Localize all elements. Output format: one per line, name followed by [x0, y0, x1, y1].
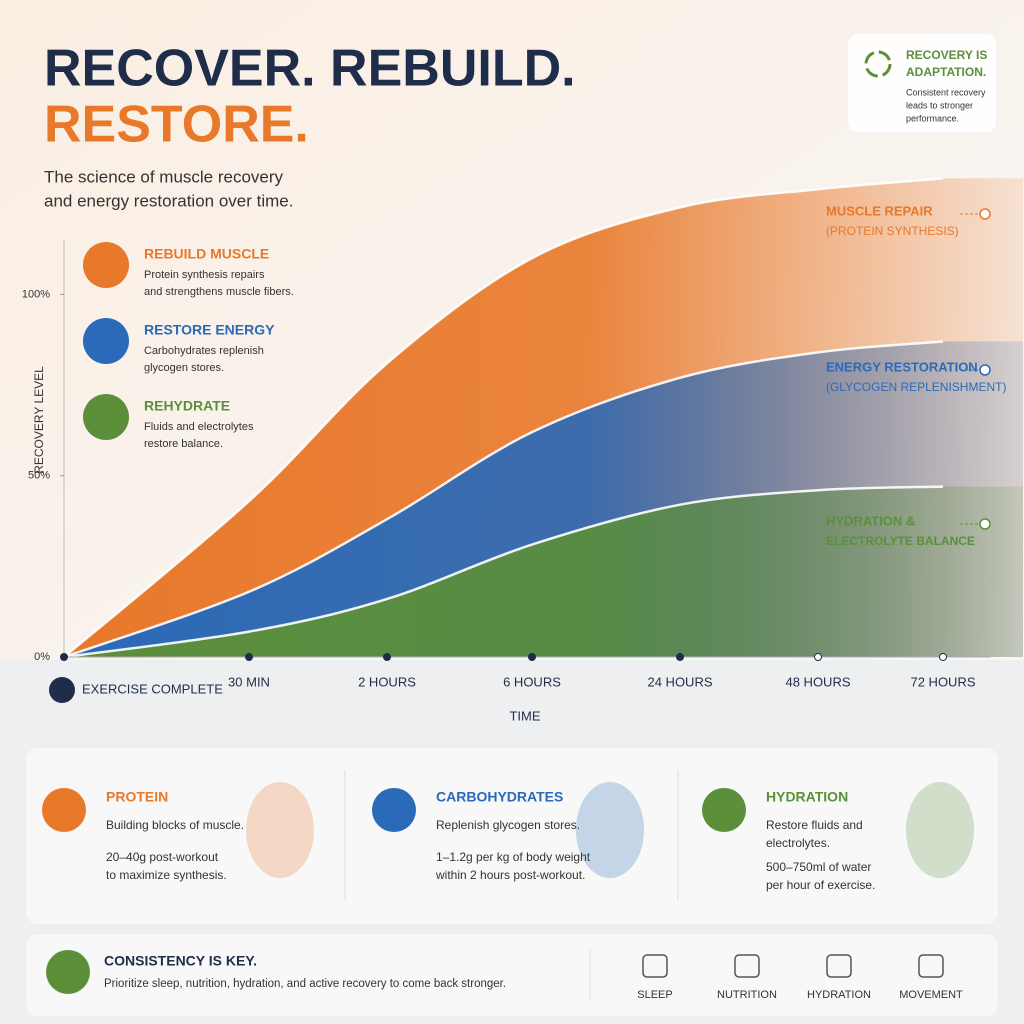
nutrient-detail: 500–750ml of water [766, 860, 871, 874]
habit-icon [642, 954, 668, 978]
x-tick-label: EXERCISE COMPLETE [82, 681, 223, 696]
nutrient-title: PROTEIN [106, 789, 168, 805]
title: RECOVER. REBUILD. [44, 40, 576, 98]
x-tick-label: 24 HOURS [647, 674, 712, 689]
legend-label: HYDRATION & [826, 513, 915, 528]
habit-label: HYDRATION [807, 989, 871, 1001]
footer-text: Prioritize sleep, nutrition, hydration, … [104, 978, 506, 990]
habit-icon [918, 954, 944, 978]
x-tick [60, 653, 68, 661]
subtitle: and energy restoration over time. [44, 191, 293, 210]
legend-label: (GLYCOGEN REPLENISHMENT) [826, 380, 1006, 394]
x-tick-label: 48 HOURS [785, 674, 850, 689]
benefit-icon [83, 394, 129, 440]
legend-marker [979, 208, 991, 220]
footer-icon [46, 950, 90, 994]
nutrient-text: electrolytes. [766, 836, 830, 850]
benefit-title: RESTORE ENERGY [144, 322, 275, 338]
legend-marker [979, 364, 991, 376]
nutrient-text: Building blocks of muscle. [106, 818, 244, 832]
callout-text: leads to stronger [906, 100, 973, 110]
callout-text: performance. [906, 113, 959, 123]
x-tick [383, 653, 391, 661]
x-tick-label: 6 HOURS [503, 674, 561, 689]
area-edge [63, 485, 944, 659]
callout-title: ADAPTATION. [906, 65, 986, 79]
y-axis-label: RECOVERY LEVEL [32, 366, 46, 474]
benefit-text: and strengthens muscle fibers. [144, 286, 294, 298]
legend-label: ENERGY RESTORATION [826, 359, 978, 374]
nutrient-panel [26, 748, 998, 924]
callout-card [848, 34, 996, 132]
nutrient-text: Replenish glycogen stores. [436, 818, 580, 832]
legend-label: MUSCLE REPAIR [826, 203, 933, 218]
callout-icon [864, 50, 892, 78]
benefit-text: Protein synthesis repairs [144, 269, 265, 281]
x-tick [245, 653, 253, 661]
x-tick [528, 653, 536, 661]
area-edge [63, 177, 944, 658]
habit-label: SLEEP [637, 989, 672, 1001]
nutrient-detail: 1–1.2g per kg of body weight [436, 850, 591, 864]
habit-label: NUTRITION [717, 989, 777, 1001]
benefit-text: Carbohydrates replenish [144, 345, 264, 357]
nutrient-detail: per hour of exercise. [766, 878, 875, 892]
nutrient-icon [702, 788, 746, 832]
start-icon [49, 677, 75, 703]
subtitle: The science of muscle recovery [44, 167, 284, 186]
legend-label: (PROTEIN SYNTHESIS) [826, 224, 959, 238]
nutrient-title: HYDRATION [766, 789, 848, 805]
benefit-title: REBUILD MUSCLE [144, 246, 269, 262]
nutrient-detail: to maximize synthesis. [106, 868, 227, 882]
footer-title: CONSISTENCY IS KEY. [104, 953, 257, 969]
x-axis-label: TIME [509, 708, 540, 723]
nutrient-icon [372, 788, 416, 832]
x-tick-label: 72 HOURS [910, 674, 975, 689]
habit-label: MOVEMENT [899, 989, 963, 1001]
legend-label: ELECTROLYTE BALANCE [826, 534, 975, 548]
y-tick-label: 0% [34, 651, 50, 663]
habit-icon [734, 954, 760, 978]
nutrient-detail: within 2 hours post-workout. [435, 868, 585, 882]
area [64, 486, 1023, 657]
benefit-icon [83, 318, 129, 364]
benefit-text: restore balance. [144, 438, 223, 450]
x-tick [814, 653, 822, 661]
title: RESTORE. [44, 96, 309, 154]
callout-title: RECOVERY IS [906, 48, 987, 62]
y-tick-label: 50% [28, 470, 50, 482]
benefit-icon [83, 242, 129, 288]
callout-text: Consistent recovery [906, 87, 986, 97]
benefit-text: Fluids and electrolytes [144, 421, 254, 433]
nutrient-illustration [246, 782, 314, 878]
nutrient-detail: 20–40g post-workout [106, 850, 219, 864]
nutrient-text: Restore fluids and [766, 818, 863, 832]
x-tick [676, 653, 684, 661]
habit-icon [826, 954, 852, 978]
nutrient-title: CARBOHYDRATES [436, 789, 563, 805]
x-tick-label: 2 HOURS [358, 674, 416, 689]
nutrient-illustration [576, 782, 644, 878]
area-edge [63, 340, 944, 659]
nutrient-icon [42, 788, 86, 832]
x-tick-label: 30 MIN [228, 674, 270, 689]
x-tick [939, 653, 947, 661]
benefit-title: REHYDRATE [144, 398, 230, 414]
benefit-text: glycogen stores. [144, 362, 224, 374]
footer-panel [26, 934, 998, 1016]
y-tick-label: 100% [22, 288, 50, 300]
nutrient-illustration [906, 782, 974, 878]
legend-marker [979, 518, 991, 530]
